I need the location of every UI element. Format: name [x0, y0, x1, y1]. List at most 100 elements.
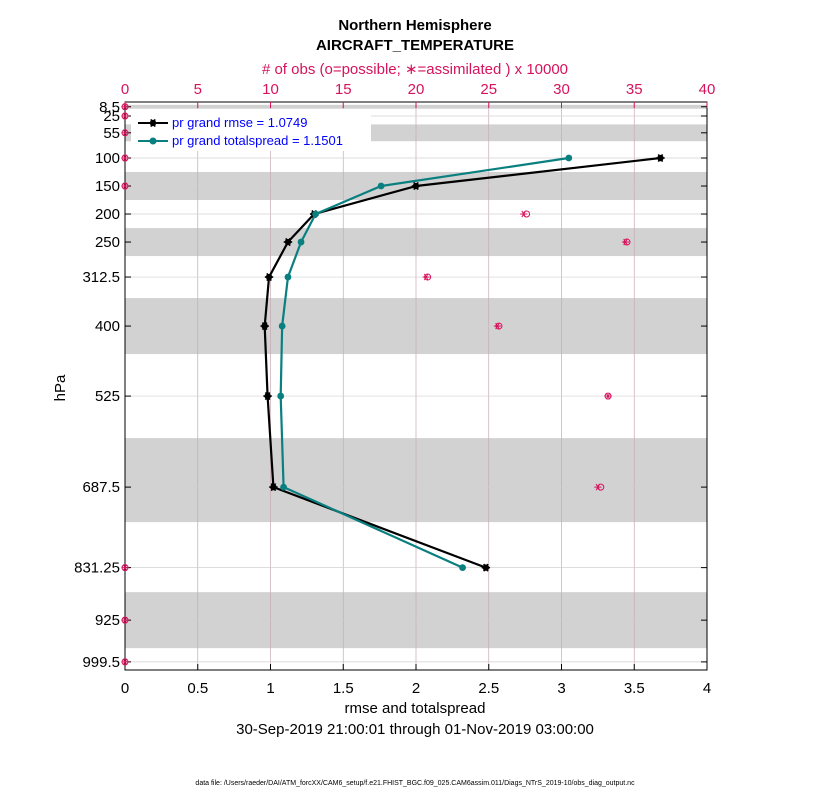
x-tick-label: 0	[121, 680, 129, 697]
y-tick-label: 925	[95, 612, 120, 629]
data-file-footer: data file: /Users/raeder/DAI/ATM_forcXX/…	[195, 780, 635, 787]
obs-assimilated-marker-stroke	[521, 210, 526, 218]
obs-assimilated-marker	[594, 483, 602, 491]
rmse-point-star-stroke	[266, 273, 272, 282]
obs-assimilated-marker-stroke	[595, 483, 601, 491]
obs-assimilated-marker-stroke	[122, 129, 128, 137]
rmse-point-star-stroke	[261, 322, 268, 331]
obs-assimilated-marker	[121, 564, 129, 571]
legend-rmse-text: pr grand rmse = 1.0749	[172, 115, 308, 130]
obs-assimilated-marker-stroke	[423, 273, 429, 281]
legend-rmse-star	[148, 118, 158, 128]
obs-assimilated-marker-stroke	[122, 658, 128, 666]
y-tick-label: 687.5	[82, 479, 120, 496]
obs-assimilated-marker-stroke	[122, 564, 128, 571]
rmse-point-star	[260, 322, 269, 331]
legend-rmse-marker	[148, 118, 158, 128]
obs-assimilated-marker-stroke	[122, 154, 128, 162]
obs-assimilated-marker-stroke	[623, 238, 628, 246]
rmse-point-star	[411, 181, 421, 191]
obs-assimilated-marker	[621, 238, 630, 246]
spread-point	[278, 322, 286, 330]
top-x-tick-label: 0	[121, 81, 129, 98]
obs-assimilated-marker	[422, 273, 430, 281]
x-tick-label: 1.5	[333, 680, 354, 697]
date-range: 30-Sep-2019 21:00:01 through 01-Nov-2019…	[236, 721, 594, 738]
rmse-point-star-stroke	[413, 181, 419, 191]
obs-assimilated-marker-stroke	[495, 322, 500, 330]
y-tick-label: 8.5	[99, 99, 120, 116]
rmse-point-star	[263, 392, 272, 401]
y-tick-label: 100	[95, 150, 120, 167]
obs-assimilated-marker	[493, 322, 502, 330]
top-x-tick-label: 10	[262, 81, 279, 98]
rmse-point-star-stroke	[483, 563, 489, 572]
rmse-point-star	[656, 153, 665, 163]
x-tick-label: 2	[412, 680, 420, 697]
chart-title: Northern Hemisphere	[338, 17, 491, 34]
rmse-point-star-stroke	[264, 392, 271, 401]
y-tick-label: 400	[95, 318, 120, 335]
y-tick-label: 250	[95, 234, 120, 251]
y-tick-label: 831.25	[74, 560, 120, 577]
rmse-point-star	[283, 238, 293, 247]
chart-subtitle: AIRCRAFT_TEMPERATURE	[316, 37, 514, 54]
spread-point	[312, 210, 320, 218]
y-axis-label: hPa	[52, 374, 69, 401]
obs-assimilated-marker	[604, 392, 612, 400]
obs-assimilated-marker-stroke	[122, 616, 128, 624]
obs-assimilated-marker	[121, 103, 129, 111]
obs-assimilated-marker	[121, 658, 129, 666]
x-tick-label: 2.5	[478, 680, 499, 697]
rmse-point-star	[264, 273, 274, 282]
rmse-point-star	[269, 483, 278, 492]
y-tick-label: 200	[95, 206, 120, 223]
obs-assimilated-marker-stroke	[605, 392, 611, 400]
obs-assimilated-marker	[520, 210, 528, 218]
spread-point	[284, 273, 292, 281]
axis-ticks: 0 0.5 1 1.5 2 2.5 3 3.5 40 5 10 15 20 25 30 35 408.52555…	[74, 81, 715, 697]
x-tick-label: 4	[703, 680, 711, 697]
top-x-tick-label: 35	[626, 81, 643, 98]
legend-box	[131, 109, 371, 151]
legend-spread-marker	[149, 137, 157, 145]
rmse-point-star-stroke	[657, 153, 664, 163]
x-tick-label: 1	[266, 680, 274, 697]
spread-point	[297, 238, 305, 246]
obs-assimilated-marker-stroke	[122, 112, 128, 120]
y-tick-label: 25	[103, 108, 120, 125]
y-tick-label: 999.5	[82, 654, 120, 671]
x-axis-label: rmse and totalspread	[345, 700, 486, 717]
top-x-tick-label: 20	[408, 81, 425, 98]
top-x-tick-label: 25	[480, 81, 497, 98]
series	[260, 153, 665, 572]
y-tick-label: 55	[103, 125, 120, 142]
rmse-point-star	[481, 563, 491, 572]
top-x-tick-label: 15	[335, 81, 352, 98]
y-tick-label: 525	[95, 388, 120, 405]
y-tick-label: 150	[95, 178, 120, 195]
obs-assimilated-marker	[121, 616, 129, 624]
obs-assimilated-marker	[121, 112, 129, 120]
legend: pr grand rmse = 1.0749 pr grand totalspr…	[131, 109, 371, 151]
legend-rmse-star-stroke	[150, 118, 156, 128]
top-x-tick-label: 5	[194, 81, 202, 98]
top-x-tick-label: 40	[699, 81, 716, 98]
x-tick-label: 3	[557, 680, 565, 697]
obs-assimilated-marker	[121, 154, 129, 162]
legend-spread-text: pr grand totalspread = 1.1501	[172, 133, 343, 148]
spread-point	[280, 483, 287, 491]
x-tick-label: 3.5	[624, 680, 645, 697]
obs-assimilated-marker	[121, 182, 129, 190]
spread-point	[459, 564, 466, 572]
spread-point	[565, 154, 573, 162]
obs-assimilated-marker-stroke	[122, 182, 128, 190]
rmse-point-star-stroke	[270, 483, 277, 492]
obs-markers	[121, 103, 631, 666]
y-tick-label: 312.5	[82, 269, 120, 286]
spread-point	[377, 182, 385, 190]
obs-assimilated-marker-stroke	[122, 103, 128, 111]
rmse-point-star-stroke	[285, 238, 291, 247]
spread-point	[277, 392, 285, 400]
